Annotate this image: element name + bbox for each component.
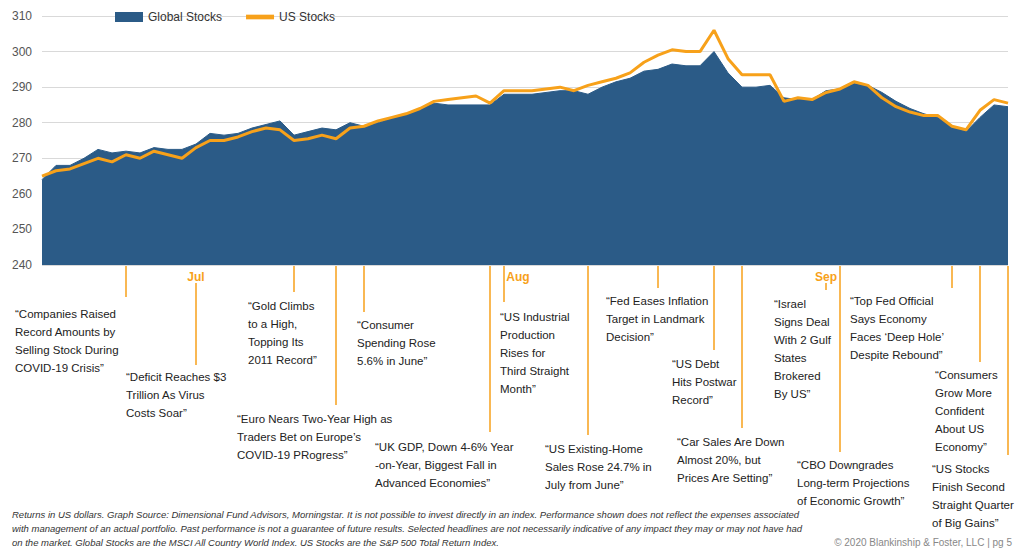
svg-text:“Israel: “Israel — [774, 298, 806, 310]
svg-text:COVID-19 PRogress”: COVID-19 PRogress” — [237, 449, 348, 461]
svg-text:Long-term Projections: Long-term Projections — [797, 477, 910, 489]
svg-text:of Economic Growth”: of Economic Growth” — [797, 495, 905, 507]
svg-text:“US Stocks: “US Stocks — [932, 463, 990, 475]
svg-text:280: 280 — [12, 116, 32, 130]
svg-text:2011 Record”: 2011 Record” — [248, 354, 317, 366]
svg-text:Hits Postwar: Hits Postwar — [672, 376, 737, 388]
svg-text:to a High,: to a High, — [248, 318, 297, 330]
svg-text:Rises for: Rises for — [500, 347, 546, 359]
svg-text:“UK GDP, Down 4-6% Year: “UK GDP, Down 4-6% Year — [375, 441, 514, 453]
svg-text:By US”: By US” — [774, 388, 811, 400]
svg-text:Third Straight: Third Straight — [500, 365, 570, 377]
svg-text:Topping Its: Topping Its — [248, 336, 304, 348]
svg-text:Month”: Month” — [500, 383, 536, 395]
svg-text:“Euro Nears Two-Year High as: “Euro Nears Two-Year High as — [237, 413, 393, 425]
svg-text:-on-Year, Biggest Fall in: -on-Year, Biggest Fall in — [375, 459, 497, 471]
svg-text:Almost 20%, but: Almost 20%, but — [677, 454, 762, 466]
svg-text:July from June”: July from June” — [545, 479, 624, 491]
svg-text:Sales Rose 24.7% in: Sales Rose 24.7% in — [545, 461, 652, 473]
svg-text:Straight Quarter: Straight Quarter — [932, 499, 1014, 511]
svg-text:“Consumers: “Consumers — [935, 369, 998, 381]
svg-text:Brokered: Brokered — [774, 370, 821, 382]
svg-text:290: 290 — [12, 80, 32, 94]
svg-text:“Companies Raised: “Companies Raised — [15, 308, 116, 320]
svg-text:Global Stocks: Global Stocks — [148, 10, 222, 24]
svg-text:Decision”: Decision” — [606, 331, 654, 343]
svg-text:Production: Production — [500, 329, 555, 341]
svg-text:240: 240 — [12, 258, 32, 272]
svg-text:Trillion As Virus: Trillion As Virus — [126, 389, 205, 401]
svg-text:Advanced Economies”: Advanced Economies” — [375, 477, 490, 489]
svg-text:Record Amounts by: Record Amounts by — [15, 326, 116, 338]
svg-text:Target in Landmark: Target in Landmark — [606, 313, 705, 325]
svg-text:About US: About US — [935, 423, 985, 435]
svg-text:with management of an actual p: with management of an actual portfolio. … — [12, 523, 803, 534]
svg-text:Jul: Jul — [187, 270, 204, 284]
svg-text:Returns in US dollars. Graph S: Returns in US dollars. Graph Source: Dim… — [12, 509, 800, 520]
svg-text:“CBO Downgrades: “CBO Downgrades — [797, 459, 894, 471]
svg-text:“US Debt: “US Debt — [672, 358, 720, 370]
svg-text:Confident: Confident — [935, 405, 985, 417]
svg-text:Economy”: Economy” — [935, 441, 987, 453]
svg-text:Prices Are Setting”: Prices Are Setting” — [677, 472, 772, 484]
svg-text:Despite Rebound”: Despite Rebound” — [850, 349, 943, 361]
svg-text:Spending Rose: Spending Rose — [357, 337, 436, 349]
svg-text:Faces ‘Deep Hole’: Faces ‘Deep Hole’ — [850, 331, 944, 343]
svg-text:5.6% in June”: 5.6% in June” — [357, 355, 427, 367]
svg-text:“Consumer: “Consumer — [357, 319, 414, 331]
svg-text:“Gold Climbs: “Gold Climbs — [248, 300, 315, 312]
svg-text:Signs Deal: Signs Deal — [774, 316, 830, 328]
svg-text:With 2 Gulf: With 2 Gulf — [774, 334, 832, 346]
svg-text:Finish Second: Finish Second — [932, 481, 1005, 493]
svg-text:Sep: Sep — [815, 270, 837, 284]
svg-text:Says Economy: Says Economy — [850, 313, 927, 325]
svg-text:270: 270 — [12, 151, 32, 165]
svg-text:“US Existing-Home: “US Existing-Home — [545, 443, 643, 455]
svg-text:US Stocks: US Stocks — [279, 10, 335, 24]
svg-text:Aug: Aug — [506, 270, 529, 284]
svg-text:“Car Sales Are Down: “Car Sales Are Down — [677, 436, 784, 448]
svg-text:Traders Bet on Europe’s: Traders Bet on Europe’s — [237, 431, 361, 443]
svg-text:“Deficit Reaches $3: “Deficit Reaches $3 — [126, 371, 226, 383]
svg-text:“Fed Eases Inflation: “Fed Eases Inflation — [606, 295, 708, 307]
svg-text:of Big Gains”: of Big Gains” — [932, 517, 999, 529]
svg-text:COVID-19 Crisis”: COVID-19 Crisis” — [15, 362, 104, 374]
svg-text:Selling Stock During: Selling Stock During — [15, 344, 119, 356]
svg-text:“US Industrial: “US Industrial — [500, 311, 570, 323]
svg-text:260: 260 — [12, 187, 32, 201]
svg-text:300: 300 — [12, 45, 32, 59]
svg-text:Costs Soar”: Costs Soar” — [126, 407, 187, 419]
svg-text:States: States — [774, 352, 807, 364]
svg-text:310: 310 — [12, 9, 32, 23]
svg-text:250: 250 — [12, 222, 32, 236]
svg-text:Grow More: Grow More — [935, 387, 992, 399]
svg-text:Record”: Record” — [672, 394, 713, 406]
svg-text:“Top Fed Official: “Top Fed Official — [850, 295, 934, 307]
svg-text:© 2020 Blankinship & Foster, L: © 2020 Blankinship & Foster, LLC | pg 5 — [834, 537, 1012, 548]
svg-text:on the market. Global Stocks a: on the market. Global Stocks are the MSC… — [12, 537, 499, 548]
